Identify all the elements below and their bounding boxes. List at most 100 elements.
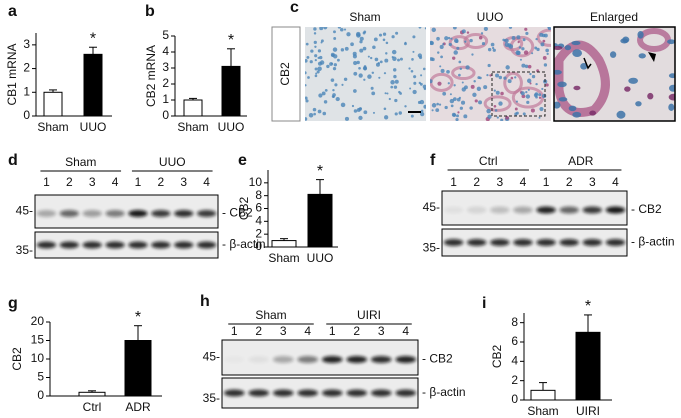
nucleus <box>473 79 476 83</box>
nucleus <box>510 76 514 80</box>
band <box>224 356 245 363</box>
nucleus <box>531 74 536 79</box>
nucleus <box>332 93 336 97</box>
nucleus <box>527 64 532 69</box>
band-label: - β-actin <box>631 235 675 249</box>
nucleus <box>547 27 551 31</box>
nucleus <box>519 58 522 61</box>
lane-label: 2 <box>255 324 262 338</box>
nucleus <box>371 71 375 75</box>
band <box>196 210 217 217</box>
nucleus <box>449 98 455 104</box>
nucleus <box>486 108 491 114</box>
y-tick-label: 2 <box>162 76 169 90</box>
nucleus <box>370 86 374 90</box>
nucleus <box>353 109 358 113</box>
nucleus <box>543 33 548 38</box>
y-axis-label: CB2 <box>490 345 504 369</box>
nucleus <box>413 75 417 79</box>
nucleus <box>470 84 475 89</box>
nucleus <box>335 96 340 102</box>
nucleus <box>343 77 348 82</box>
nucleus <box>668 103 675 112</box>
nucleus <box>508 27 513 29</box>
nucleus <box>525 31 529 36</box>
panel-letter: a <box>8 3 17 20</box>
lane-label: 2 <box>157 175 164 189</box>
nucleus <box>458 73 461 77</box>
nucleus <box>554 69 562 75</box>
band <box>443 206 464 214</box>
y-tick-label: 20 <box>31 314 45 328</box>
nucleus <box>363 66 367 71</box>
nucleus <box>504 42 510 47</box>
nucleus <box>420 109 424 113</box>
lane-label: 3 <box>280 324 287 338</box>
band-label: - β-actin <box>422 385 466 399</box>
panel-letter: i <box>482 295 486 312</box>
band <box>395 389 417 397</box>
nucleus <box>350 42 354 47</box>
lane-label: 2 <box>66 175 73 189</box>
nucleus <box>322 111 327 116</box>
band <box>151 241 171 249</box>
nucleus <box>638 53 646 59</box>
nucleus <box>423 87 426 91</box>
arrowhead <box>648 52 656 62</box>
nucleus <box>471 53 474 56</box>
nucleus <box>542 56 547 60</box>
nucleus <box>439 65 442 68</box>
nucleus <box>669 84 675 92</box>
nucleus <box>413 81 417 85</box>
nucleus <box>526 78 532 83</box>
significance-mark: * <box>135 309 141 326</box>
x-tick-label: ADR <box>125 400 151 414</box>
band <box>105 241 125 249</box>
nucleus <box>539 32 544 37</box>
nucleus <box>369 56 373 60</box>
nucleus <box>324 88 328 92</box>
y-axis-label: CB2 <box>10 347 24 371</box>
nucleus <box>310 49 314 53</box>
nucleus <box>314 74 318 78</box>
nucleus <box>412 35 416 39</box>
y-tick-label: 5 <box>162 28 169 42</box>
band <box>105 210 125 217</box>
nucleus <box>505 65 510 70</box>
nucleus <box>383 115 389 120</box>
nucleus <box>518 46 522 49</box>
nucleus <box>395 31 399 35</box>
nucleus <box>417 53 423 58</box>
nucleus <box>333 30 336 34</box>
nucleus <box>398 111 402 115</box>
nucleus <box>321 91 326 96</box>
nucleus <box>439 44 444 49</box>
nucleus <box>538 96 542 99</box>
nucleus <box>535 82 538 86</box>
size-marker: 35- <box>423 241 440 255</box>
nucleus <box>522 38 526 42</box>
nucleus <box>394 112 398 116</box>
nucleus <box>489 74 492 77</box>
nucleus <box>529 82 532 85</box>
nucleus <box>372 45 376 50</box>
tubule <box>536 28 551 47</box>
nucleus <box>341 83 344 86</box>
nucleus <box>500 118 504 121</box>
nucleus <box>539 106 544 112</box>
nucleus <box>352 54 357 59</box>
zoom-box <box>491 71 546 117</box>
nucleus <box>397 58 400 62</box>
nucleus <box>459 106 463 110</box>
nucleus <box>534 92 539 96</box>
nucleus <box>572 49 583 58</box>
band <box>272 356 294 363</box>
y-tick-label: 5 <box>37 370 44 384</box>
bar <box>124 340 152 397</box>
nucleus <box>430 79 433 84</box>
nucleus <box>391 35 395 39</box>
bar <box>43 91 63 117</box>
nucleus <box>448 42 452 47</box>
lane-label: 3 <box>180 175 187 189</box>
nucleus <box>456 46 460 50</box>
